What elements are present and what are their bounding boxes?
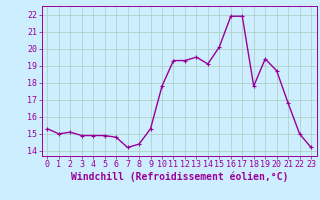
X-axis label: Windchill (Refroidissement éolien,°C): Windchill (Refroidissement éolien,°C) bbox=[70, 172, 288, 182]
